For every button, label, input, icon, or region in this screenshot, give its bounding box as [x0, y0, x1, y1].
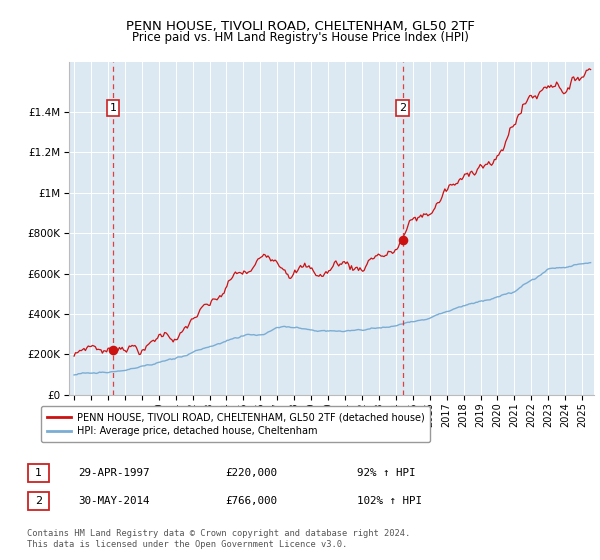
Point [398, 236, 407, 245]
FancyBboxPatch shape [28, 464, 49, 482]
Text: PENN HOUSE, TIVOLI ROAD, CHELTENHAM, GL50 2TF: PENN HOUSE, TIVOLI ROAD, CHELTENHAM, GL5… [125, 20, 475, 32]
Text: Price paid vs. HM Land Registry's House Price Index (HPI): Price paid vs. HM Land Registry's House … [131, 31, 469, 44]
Text: Contains HM Land Registry data © Crown copyright and database right 2024.
This d: Contains HM Land Registry data © Crown c… [27, 529, 410, 549]
Text: 2: 2 [399, 103, 406, 113]
FancyBboxPatch shape [28, 492, 49, 510]
Text: £766,000: £766,000 [225, 496, 277, 506]
Text: 2: 2 [35, 496, 42, 506]
Legend: PENN HOUSE, TIVOLI ROAD, CHELTENHAM, GL50 2TF (detached house), HPI: Average pri: PENN HOUSE, TIVOLI ROAD, CHELTENHAM, GL5… [41, 407, 430, 442]
Text: 92% ↑ HPI: 92% ↑ HPI [357, 468, 415, 478]
Point [108, 346, 118, 355]
Text: 1: 1 [35, 468, 42, 478]
Text: 1: 1 [109, 103, 116, 113]
Text: £220,000: £220,000 [225, 468, 277, 478]
Text: 30-MAY-2014: 30-MAY-2014 [78, 496, 149, 506]
Text: 29-APR-1997: 29-APR-1997 [78, 468, 149, 478]
Text: 102% ↑ HPI: 102% ↑ HPI [357, 496, 422, 506]
